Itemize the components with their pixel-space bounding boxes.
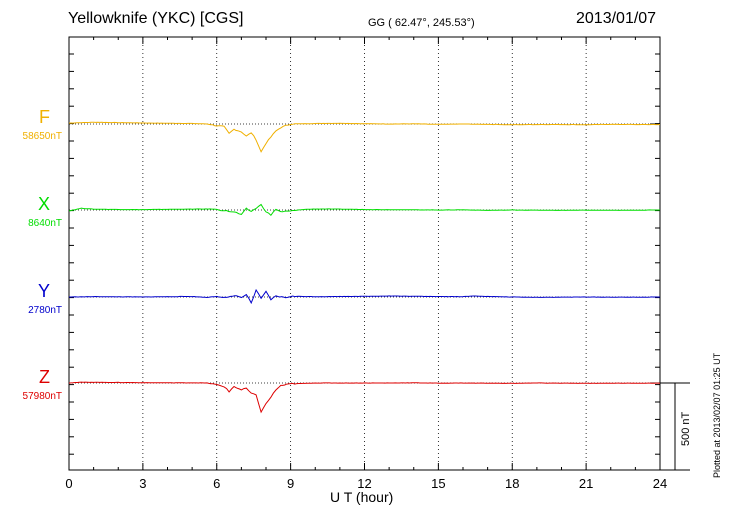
chart-coordinates: GG ( 62.47°, 245.53°) bbox=[368, 17, 475, 29]
component-baseline-z: 57980nT bbox=[22, 391, 62, 402]
component-baseline-y: 2780nT bbox=[28, 305, 62, 316]
x-tick-label-6: 6 bbox=[213, 476, 220, 491]
component-baseline-f: 58650nT bbox=[22, 131, 62, 142]
scale-bar bbox=[660, 382, 690, 471]
x-tick-label-0: 0 bbox=[65, 476, 72, 491]
x-tick-label-18: 18 bbox=[505, 476, 519, 491]
x-tick-label-9: 9 bbox=[287, 476, 294, 491]
x-tick-label-15: 15 bbox=[431, 476, 445, 491]
component-label-f: F bbox=[39, 107, 50, 127]
component-baseline-x: 8640nT bbox=[28, 218, 62, 229]
x-tick-label-12: 12 bbox=[357, 476, 371, 491]
chart-date: 2013/01/07 bbox=[576, 10, 657, 27]
x-axis-label: U T (hour) bbox=[330, 489, 394, 505]
component-label-y: Y bbox=[37, 281, 50, 301]
component-label-x: X bbox=[37, 194, 50, 214]
series-line-f bbox=[68, 121, 661, 153]
series-layer bbox=[68, 121, 661, 414]
x-tick-label-24: 24 bbox=[653, 476, 667, 491]
scale-bar-label: 500 nT bbox=[680, 411, 692, 446]
series-line-z bbox=[68, 381, 661, 414]
tick-layer bbox=[68, 37, 661, 470]
series-line-x bbox=[68, 203, 660, 217]
x-tick-label-3: 3 bbox=[139, 476, 146, 491]
plotted-timestamp: Plotted at 2013/02/07 01:25 UT bbox=[712, 352, 722, 478]
x-tick-labels: 0 3 6 9 12 15 18 21 24 bbox=[65, 476, 667, 491]
grid-layer bbox=[142, 37, 587, 470]
x-tick-label-21: 21 bbox=[579, 476, 593, 491]
chart-title: Yellowknife (YKC) [CGS] bbox=[68, 10, 244, 27]
series-line-y bbox=[69, 288, 661, 305]
component-label-z: Z bbox=[39, 367, 50, 387]
